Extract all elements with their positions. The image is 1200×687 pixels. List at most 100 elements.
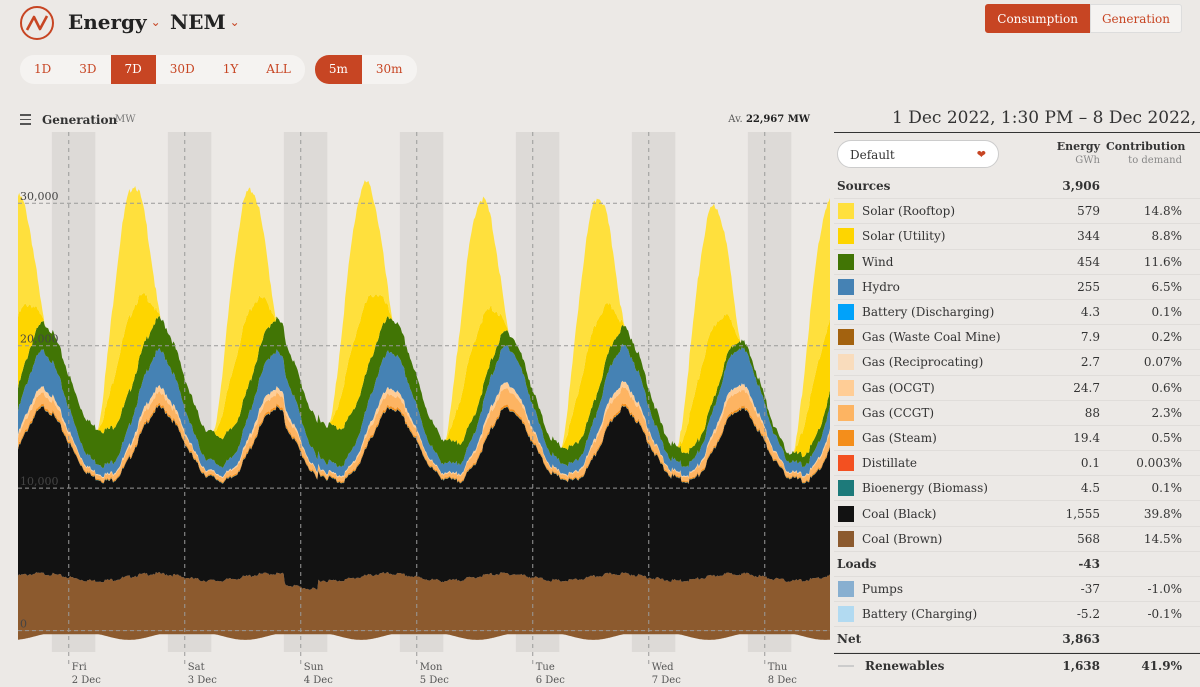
table-row[interactable]: Pumps -37 -1.0% [834,577,1200,603]
generation-button[interactable]: Generation [1089,4,1182,33]
row-energy: -43 [1078,556,1100,571]
series-area-coal-black-[interactable] [18,405,830,590]
row-contribution: 0.2% [1151,330,1183,345]
legend-swatch[interactable] [838,329,854,346]
hamburger-icon[interactable] [20,114,31,128]
chart-header: Generation MW Av. 22,967 MW [20,112,810,130]
x-tick-date: 7 Dec [652,675,681,686]
legend-swatch[interactable] [838,228,854,245]
region-dropdown[interactable]: Energy ⌄ [68,10,161,34]
legend-swatch[interactable] [838,455,854,472]
series-area-solar-rooftop-[interactable] [18,180,830,455]
series-area-loads[interactable] [18,630,830,640]
period-1d[interactable]: 1D [34,62,52,76]
legend-swatch[interactable] [838,379,854,396]
row-energy: 24.7 [1073,380,1100,395]
table-row[interactable]: Gas (Waste Coal Mine) 7.9 0.2% [834,325,1200,351]
legend-swatch[interactable] [838,606,854,623]
x-tick-date: 2 Dec [72,675,101,686]
consumption-button[interactable]: Consumption [985,4,1090,33]
legend-swatch[interactable] [838,505,854,522]
period-all[interactable]: ALL [266,62,291,76]
renewables-row: Renewables 1,638 41.9% [834,652,1200,678]
legend-swatch[interactable] [838,354,854,371]
row-contribution: 39.8% [1143,506,1182,521]
x-tick-date: 8 Dec [768,675,797,686]
row-contribution: 8.8% [1151,229,1183,244]
group-row: Net 3,863 [834,627,1200,653]
row-label: Gas (Waste Coal Mine) [862,330,1001,345]
table-row[interactable]: Wind 454 11.6% [834,250,1200,275]
table-row[interactable]: Bioenergy (Biomass) 4.5 0.1% [834,476,1200,502]
row-energy: 7.9 [1080,330,1100,345]
legend-swatch[interactable] [838,581,854,598]
row-energy: 454 [1077,254,1100,269]
y-tick-label: 0 [20,618,27,631]
series-area-hydro[interactable] [18,343,830,478]
x-tick-dow: Wed [652,662,674,673]
energy-column-header[interactable]: Energy GWh [1056,140,1100,166]
table-row[interactable]: Distillate 0.1 0.003% [834,451,1200,477]
legend-swatch[interactable] [838,404,854,421]
table-row[interactable]: Battery (Charging) -5.2 -0.1% [834,602,1200,628]
row-energy: 1,638 [1062,658,1100,673]
table-row[interactable]: Gas (CCGT) 88 2.3% [834,401,1200,426]
chart-average: Av. 22,967 MW [728,114,810,125]
table-row[interactable]: Coal (Brown) 568 14.5% [834,527,1200,552]
contribution-column-header[interactable]: Contribution to demand [1106,140,1186,166]
y-tick-label: 10,000 [20,475,59,488]
x-tick-dow: Mon [420,662,443,673]
table-row[interactable]: Gas (Reciprocating) 2.7 0.07% [834,350,1200,376]
row-energy: 4.3 [1080,305,1100,320]
legend-swatch[interactable] [838,530,854,547]
row-energy: 0.1 [1080,456,1100,471]
interval-30m[interactable]: 30m [375,62,403,76]
row-energy: 88 [1084,405,1100,420]
legend-swatch[interactable] [838,429,854,446]
row-energy: -37 [1080,582,1100,597]
legend-swatch[interactable] [838,253,854,270]
row-contribution: 0.1% [1151,481,1183,496]
interval-5m[interactable]: 5m [314,55,362,84]
table-row[interactable]: Hydro 255 6.5% [834,275,1200,300]
row-contribution: 2.3% [1151,405,1183,420]
grouping-select[interactable]: Default ❤ [837,140,999,168]
series-area-gas-ccgt-[interactable] [18,386,830,483]
period-30d[interactable]: 30D [169,62,195,76]
row-label: Gas (OCGT) [862,380,935,395]
period-7d[interactable]: 7D [110,55,156,84]
generation-chart[interactable]: 0 10,000 20,000 30,000 Fri 2 Dec Sat 3 Dec Sun 4 … [0,132,830,687]
x-tick-date: 6 Dec [536,675,565,686]
x-tick-dow: Thu [768,662,788,673]
app-logo[interactable] [20,6,54,40]
period-1y[interactable]: 1Y [222,62,239,76]
row-contribution: 14.5% [1143,531,1182,546]
table-row[interactable]: Gas (OCGT) 24.7 0.6% [834,376,1200,401]
legend-swatch[interactable] [838,304,854,321]
table-row[interactable]: Solar (Rooftop) 579 14.8% [834,199,1200,225]
table-row[interactable]: Coal (Black) 1,555 39.8% [834,501,1200,527]
table-row[interactable]: Gas (Steam) 19.4 0.5% [834,426,1200,452]
table-row[interactable]: Solar (Utility) 344 8.8% [834,224,1200,250]
row-contribution: -0.1% [1147,607,1182,622]
row-contribution: 41.9% [1141,658,1182,673]
table-row[interactable]: Battery (Discharging) 4.3 0.1% [834,300,1200,326]
row-energy: 3,906 [1062,179,1100,194]
market-dropdown[interactable]: NEM ⌄ [170,10,240,34]
x-tick-date: 4 Dec [304,675,333,686]
period-3d[interactable]: 3D [79,62,97,76]
legend-swatch[interactable] [838,480,854,497]
series-area-coal-brown-[interactable] [18,571,830,631]
row-label: Sources [837,179,891,194]
x-tick-dow: Fri [72,662,87,673]
range-selector: 1D 3D 7D 30D 1Y ALL 5m 30m [20,55,417,84]
wave-icon [25,15,49,31]
y-tick-label: 30,000 [20,190,59,203]
row-label: Battery (Discharging) [862,305,995,320]
legend-swatch[interactable] [838,278,854,295]
row-energy: 568 [1077,531,1100,546]
energy-table: Sources 3,906 Solar (Rooftop) 579 14.8% Solar… [834,174,1200,678]
legend-swatch[interactable] [838,203,854,220]
row-label: Loads [837,556,877,571]
series-area-wind[interactable] [18,315,830,468]
